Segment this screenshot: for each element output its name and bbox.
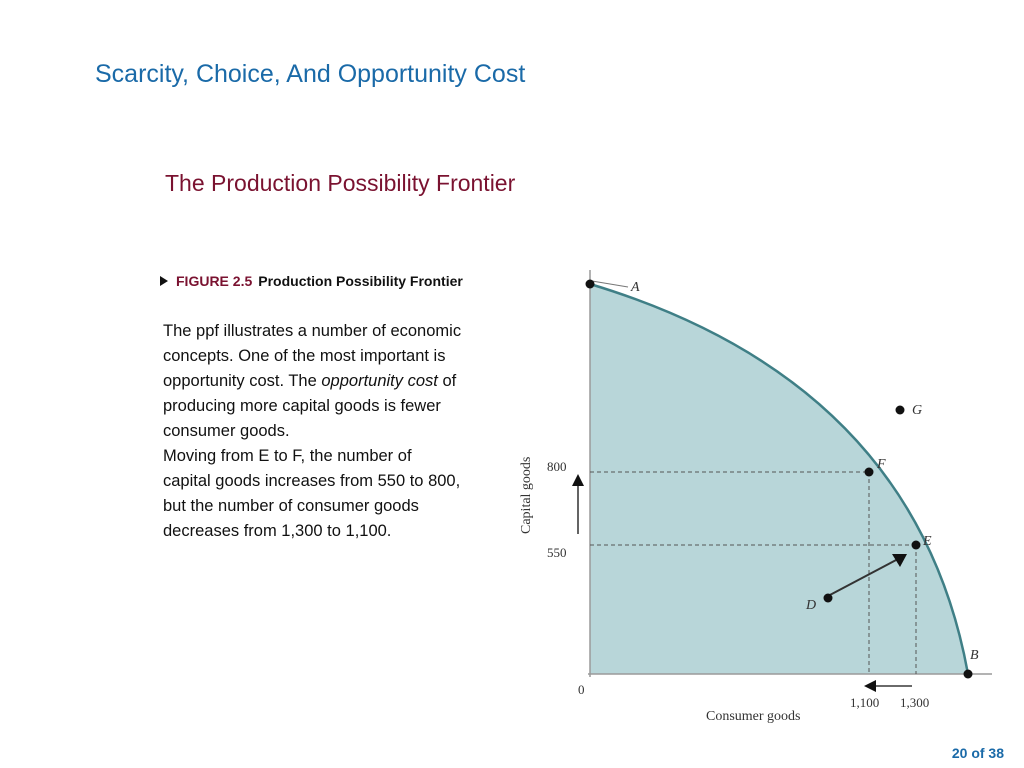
slide-subtitle: The Production Possibility Frontier	[165, 170, 516, 196]
description-text-3: Moving from E to F, the number of capita…	[163, 447, 461, 540]
d-to-e-arrowhead-icon	[892, 554, 907, 567]
point-label-f: F	[876, 457, 886, 472]
left-arrow-icon	[864, 680, 876, 692]
up-arrow-icon	[572, 474, 584, 486]
figure-description: The ppf illustrates a number of economic…	[163, 319, 463, 544]
page-indicator: 20 of 38	[951, 745, 1004, 761]
point-d	[823, 593, 833, 603]
description-text-2: of producing more capital goods is fewer…	[163, 372, 457, 440]
y-tick-800: 800	[547, 459, 567, 474]
figure-caption: FIGURE 2.5 Production Possibility Frontie…	[160, 271, 480, 292]
slide-title: Scarcity, Choice, And Opportunity Cost	[95, 60, 526, 88]
ppf-chart: A B F E G D 800 550 0 1,100 1,300 Consum…	[500, 262, 1005, 732]
ppf-chart-svg: A B F E G D 800 550 0 1,100 1,300 Consum…	[519, 270, 992, 724]
point-e	[911, 540, 921, 550]
point-label-e: E	[922, 534, 932, 549]
ppf-frontier-curve	[589, 282, 970, 675]
origin-label: 0	[578, 682, 585, 697]
x-tick-1300: 1,300	[900, 695, 929, 710]
d-to-e-arrow-shaft	[827, 558, 899, 597]
point-b	[963, 669, 973, 679]
point-label-a: A	[630, 280, 640, 295]
x-tick-1100: 1,100	[850, 695, 879, 710]
triangle-bullet-icon	[160, 276, 168, 286]
point-label-d: D	[805, 598, 816, 613]
point-a-leader	[591, 280, 629, 288]
point-label-g: G	[912, 403, 922, 418]
point-label-b: B	[970, 648, 979, 663]
point-f	[864, 467, 874, 477]
point-a	[585, 279, 595, 289]
x-axis-label: Consumer goods	[706, 709, 801, 724]
ppf-shaded-area	[590, 284, 968, 674]
point-g	[895, 405, 905, 415]
figure-title: Production Possibility Frontier	[258, 273, 463, 289]
description-text-1: The ppf illustrates a number of economic…	[163, 322, 462, 390]
description-italic-term: opportunity cost	[321, 372, 438, 390]
figure-number: FIGURE 2.5	[176, 273, 253, 289]
y-tick-550: 550	[547, 545, 567, 560]
y-axis-label: Capital goods	[519, 457, 534, 534]
